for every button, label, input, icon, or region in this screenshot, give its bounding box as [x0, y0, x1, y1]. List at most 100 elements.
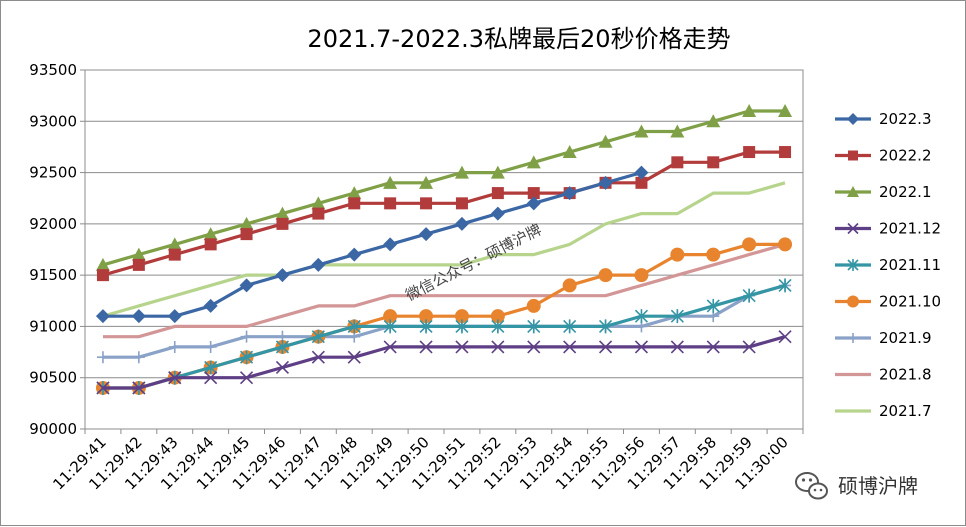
- data-point: [848, 150, 858, 161]
- chart-title: 2021.7-2022.3私牌最后20秒价格走势: [307, 25, 730, 53]
- data-point: [132, 381, 146, 395]
- data-point: [347, 319, 361, 334]
- data-point: [384, 197, 397, 210]
- wechat-icon: [795, 472, 828, 500]
- series-2021.8: [103, 242, 786, 339]
- data-point: [204, 360, 218, 375]
- legend-item: 2021.12: [835, 220, 941, 238]
- data-point: [383, 319, 397, 334]
- data-point: [742, 340, 756, 354]
- data-point: [706, 114, 721, 128]
- data-point: [670, 124, 685, 138]
- data-point: [240, 330, 253, 343]
- data-point: [383, 309, 398, 324]
- series-2022.2: [96, 146, 792, 282]
- data-point: [847, 186, 859, 197]
- data-point: [311, 196, 326, 210]
- data-point: [239, 278, 254, 293]
- series-line: [103, 171, 642, 318]
- data-point: [275, 339, 290, 354]
- data-point: [132, 351, 145, 364]
- legend-item: 2021.10: [835, 293, 941, 311]
- legend-item: 2022.2: [835, 147, 932, 165]
- data-point: [779, 146, 792, 159]
- data-point: [527, 340, 541, 354]
- data-point: [383, 340, 397, 354]
- data-point: [420, 197, 433, 210]
- legend-item: 2022.3: [835, 110, 932, 128]
- data-point: [598, 175, 613, 190]
- data-point: [491, 187, 504, 200]
- data-point: [131, 309, 146, 324]
- data-point: [706, 247, 721, 262]
- legend-item: 2022.1: [835, 183, 932, 201]
- data-point: [848, 333, 858, 343]
- series-line: [103, 242, 786, 339]
- data-point: [847, 222, 859, 235]
- data-point: [598, 319, 613, 334]
- data-point: [491, 319, 505, 334]
- legend-item: 2021.8: [835, 366, 932, 384]
- data-point: [275, 206, 290, 220]
- y-axis-ticks: 90000 90500 91000 91500 92000 92500 93000 93500: [29, 61, 85, 438]
- data-point: [706, 340, 720, 354]
- data-point: [419, 175, 434, 189]
- series-2022.3: [95, 165, 649, 324]
- data-point: [347, 350, 361, 364]
- data-point: [491, 340, 505, 354]
- data-point: [167, 309, 182, 324]
- data-point: [670, 340, 684, 354]
- data-point: [634, 124, 649, 138]
- data-point: [419, 319, 433, 334]
- data-point: [454, 216, 469, 231]
- legend-item: 2021.7: [835, 402, 932, 420]
- logo-text: 硕博沪牌: [838, 474, 918, 498]
- data-point: [778, 104, 793, 118]
- data-point: [490, 206, 505, 221]
- data-point: [276, 217, 289, 230]
- series-2021.9: [96, 279, 792, 364]
- data-point: [847, 113, 859, 125]
- data-point: [239, 216, 254, 230]
- y-tick-label: 93500: [29, 61, 77, 79]
- legend-label: 2021.9: [879, 329, 932, 347]
- legend-label: 2021.8: [879, 366, 932, 384]
- data-point: [778, 278, 792, 293]
- data-point: [490, 309, 505, 324]
- series-layer: [95, 104, 793, 395]
- data-point: [383, 175, 398, 189]
- data-point: [347, 186, 362, 200]
- data-point: [598, 268, 613, 283]
- data-point: [204, 238, 217, 251]
- data-point: [670, 309, 684, 324]
- legend-item: 2021.9: [835, 329, 932, 347]
- data-point: [490, 165, 505, 179]
- data-point: [275, 360, 290, 375]
- data-point: [526, 155, 541, 169]
- data-point: [275, 268, 290, 283]
- series-line: [103, 335, 786, 390]
- y-tick-label: 90500: [29, 369, 77, 387]
- data-point: [778, 237, 793, 252]
- series-2021.7: [102, 181, 786, 318]
- legend-label: 2021.7: [879, 402, 932, 420]
- legend-item: 2021.11: [835, 256, 941, 274]
- data-point: [132, 258, 145, 271]
- data-point: [348, 197, 361, 210]
- data-point: [671, 156, 684, 169]
- data-point: [383, 237, 398, 252]
- data-point: [634, 165, 649, 180]
- data-point: [526, 298, 541, 313]
- data-point: [742, 288, 756, 303]
- legend-label: 2022.1: [879, 183, 932, 201]
- data-point: [96, 269, 109, 282]
- data-point: [168, 248, 181, 261]
- data-point: [96, 381, 110, 395]
- data-point: [847, 259, 859, 271]
- data-point: [598, 134, 613, 148]
- data-point: [239, 350, 254, 365]
- legend-label: 2022.3: [879, 110, 932, 128]
- data-point: [95, 257, 110, 271]
- data-point: [311, 329, 325, 344]
